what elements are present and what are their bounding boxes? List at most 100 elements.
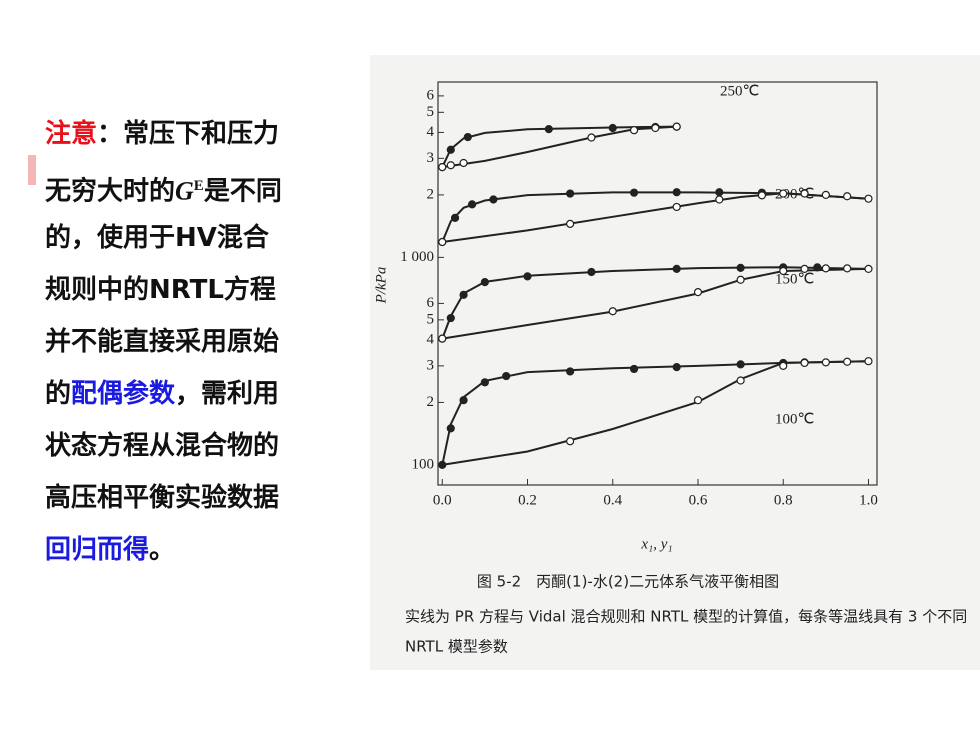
y-tick-label: 3 — [427, 357, 435, 373]
vapor-point — [843, 264, 852, 273]
plot-frame — [437, 81, 878, 486]
vapor-point — [821, 190, 830, 200]
text-segment: 规则中的NRTL方程 — [45, 275, 276, 305]
text-line: 并不能直接采用原始 — [45, 316, 365, 368]
liquid-point — [450, 213, 460, 222]
liquid-point — [446, 424, 455, 433]
liquid-point — [566, 189, 575, 198]
liquid-point — [715, 188, 724, 197]
text-line: 高压相平衡实验数据 — [45, 472, 365, 524]
text-segment: 并不能直接采用原始 — [45, 327, 280, 357]
vapor-point — [693, 396, 703, 405]
liquid-point — [672, 362, 681, 372]
text-segment: E — [193, 178, 204, 194]
y-tick-label: 1 000 — [400, 249, 434, 265]
vapor-point — [566, 219, 575, 228]
x-axis-label: x₁, y₁ — [640, 536, 672, 552]
liquid-point — [459, 396, 468, 405]
liquid-point — [480, 378, 489, 387]
x-tick-label: 1.0 — [859, 492, 878, 508]
vapor-point — [779, 361, 788, 370]
curve — [442, 125, 677, 169]
vapor-point — [736, 376, 745, 385]
text-line: 回归而得。 — [45, 524, 365, 576]
vapor-point — [438, 334, 447, 343]
liquid-point — [629, 364, 639, 374]
note-line: 实线为 PR 方程与 Vidal 混合规则和 NRTL 模型的计算值，每条等温线… — [405, 608, 967, 626]
y-tick-label: 5 — [427, 311, 435, 327]
text-line: 状态方程从混合物的 — [45, 420, 365, 472]
text-segment: 无穷大时的 — [45, 176, 176, 207]
liquid-point — [446, 313, 455, 323]
liquid-point — [672, 188, 681, 197]
liquid-point — [467, 200, 477, 209]
vapor-point — [715, 195, 724, 204]
curve — [441, 360, 869, 466]
y-tick-label: 6 — [427, 87, 435, 103]
y-tick-label: 2 — [427, 186, 435, 202]
vapor-point — [566, 437, 575, 446]
x-tick-label: 0.6 — [689, 492, 708, 508]
y-tick-label: 4 — [427, 331, 435, 347]
vapor-point — [438, 162, 447, 172]
y-tick-label: 4 — [427, 124, 435, 140]
vapor-point — [800, 358, 809, 368]
y-tick-label: 5 — [427, 104, 435, 120]
vapor-point — [821, 358, 830, 367]
text-line: 无穷大时的GE是不同 — [45, 160, 365, 212]
isotherm-label: 100℃ — [775, 411, 814, 427]
text-segment: 状态方程从混合物的 — [45, 431, 280, 461]
text-line: 规则中的NRTL方程 — [45, 264, 365, 316]
text-segment: 是不同 — [203, 176, 282, 207]
x-tick-label: 0.2 — [518, 492, 537, 508]
liquid-point — [459, 290, 468, 299]
text-segment: 的 — [45, 379, 72, 409]
vapor-point — [446, 161, 455, 170]
x-tick-label: 0.8 — [774, 492, 793, 508]
vapor-point — [693, 288, 703, 297]
liquid-point — [813, 263, 822, 272]
y-tick-label: 6 — [427, 295, 435, 311]
vapor-point — [843, 192, 852, 201]
vapor-point — [800, 264, 809, 273]
text-segment: ，需利用 — [175, 379, 280, 409]
accent-bar — [28, 155, 36, 185]
vapor-point — [757, 191, 767, 200]
vapor-point — [608, 307, 617, 316]
x-tick-label: 0.4 — [603, 492, 622, 508]
isotherm-label: 250℃ — [720, 83, 759, 99]
vapor-point — [864, 264, 873, 273]
vapor-point — [779, 189, 788, 198]
liquid-point — [438, 460, 447, 469]
text-segment: 注意 — [45, 119, 98, 149]
liquid-point — [587, 267, 596, 277]
text-line: 的，使用于HV混合 — [45, 212, 365, 264]
liquid-point — [672, 264, 681, 273]
vapor-point — [864, 194, 873, 203]
text-segment: G — [175, 176, 194, 206]
text-line: 注意：常压下和压力 — [45, 108, 365, 160]
liquid-point — [463, 132, 472, 142]
liquid-point — [480, 278, 489, 287]
vapor-point — [672, 202, 681, 212]
liquid-point — [523, 272, 532, 281]
caption: 图 5-2 丙酮(1)-水(2)二元体系气液平衡相图 — [477, 573, 779, 591]
vapor-point — [779, 266, 788, 276]
text-segment: 高压相平衡实验数据 — [45, 483, 280, 513]
vapor-point — [587, 133, 596, 142]
vapor-point — [821, 264, 830, 273]
vapor-point — [629, 126, 639, 135]
y-axis-label: P/kPa — [373, 267, 389, 305]
y-tick-label: 2 — [427, 394, 435, 410]
vapor-point — [438, 237, 447, 247]
text-segment: 的，使用于HV混合 — [45, 223, 269, 253]
text-block: 注意：常压下和压力 无穷大时的GE是不同 的，使用于HV混合 规则中的NRTL方程 并不… — [45, 108, 365, 576]
vapor-point — [672, 122, 681, 131]
vapor-point — [864, 357, 873, 366]
vapor-point — [736, 275, 745, 284]
text-line: 的配偶参数，需利用 — [45, 368, 365, 420]
liquid-point — [489, 195, 498, 204]
liquid-point — [736, 263, 745, 272]
